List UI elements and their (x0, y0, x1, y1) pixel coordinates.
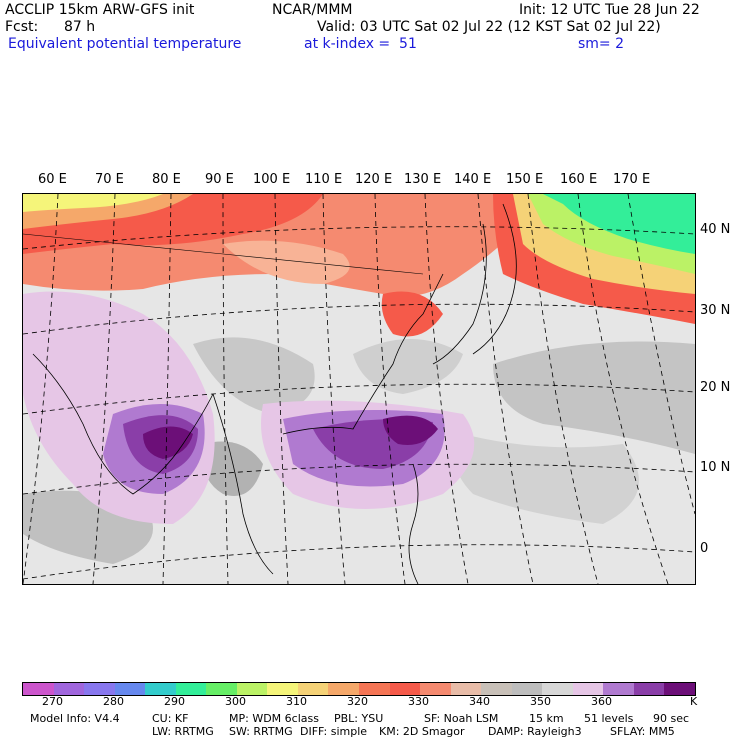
colorbar-swatch (23, 683, 54, 695)
lat-label: 10 N (700, 460, 731, 475)
colorbar-swatch (664, 683, 696, 695)
colorbar-swatch (328, 683, 360, 695)
colorbar-swatch (53, 683, 85, 695)
footer-item: DIFF: simple (300, 725, 368, 738)
lon-label: 90 E (205, 172, 234, 187)
footer-item: 51 levels (584, 712, 634, 725)
colorbar-swatch (267, 683, 298, 695)
coastline (282, 273, 444, 435)
footer-item: 15 km (529, 712, 564, 725)
footer-item: SW: RRTMG (229, 725, 293, 738)
lon-label: 160 E (560, 172, 598, 187)
colorbar-label: 300 (225, 695, 246, 708)
lon-label: 140 E (454, 172, 492, 187)
grey-region (455, 434, 639, 524)
warm-band (381, 291, 443, 337)
model-title: ACCLIP 15km ARW-GFS init (5, 2, 195, 18)
colorbar-swatch (84, 683, 115, 695)
footer-item: 90 sec (653, 712, 690, 725)
colorbar-label: 320 (347, 695, 368, 708)
lon-label: 130 E (404, 172, 442, 187)
footer-item: Model Info: V4.4 (30, 712, 120, 725)
grey-region (202, 441, 263, 496)
colorbar-swatch (511, 683, 543, 695)
colorbar-swatch (633, 683, 665, 695)
lon-label: 60 E (38, 172, 67, 187)
map-plot (22, 193, 696, 585)
footer-item: LW: RRTMG (152, 725, 214, 738)
lat-label: 40 N (700, 222, 731, 237)
footer-item: KM: 2D Smagor (379, 725, 465, 738)
lon-label: 110 E (305, 172, 343, 187)
colorbar-swatch (114, 683, 146, 695)
coastline (472, 203, 517, 355)
lat-label: 0 (700, 541, 709, 556)
level-info: at k-index = 51 (304, 36, 417, 52)
colorbar-unit: K (690, 695, 698, 708)
field-name: Equivalent potential temperature (8, 36, 242, 52)
forecast-hours: 87 h (64, 19, 96, 35)
colorbar (22, 682, 696, 696)
purple-region (143, 426, 193, 459)
colorbar-label: 360 (591, 695, 612, 708)
colorbar-swatch (389, 683, 421, 695)
colorbar-swatch (603, 683, 634, 695)
forecast-label: Fcst: (5, 19, 39, 35)
colorbar-swatch (175, 683, 207, 695)
colorbar-swatch (481, 683, 512, 695)
grey-region (353, 339, 463, 394)
colorbar-label: 290 (164, 695, 185, 708)
lon-label: 120 E (355, 172, 393, 187)
colorbar-swatch (359, 683, 390, 695)
colorbar-swatch (542, 683, 573, 695)
colorbar-swatch (420, 683, 451, 695)
lat-label: 30 N (700, 303, 731, 318)
colorbar-label: 330 (408, 695, 429, 708)
colorbar-label: 270 (42, 695, 63, 708)
warm-band (223, 240, 350, 284)
colorbar-label: 280 (103, 695, 124, 708)
colorbar-swatch (450, 683, 482, 695)
lon-label: 100 E (253, 172, 291, 187)
coastline (212, 393, 274, 575)
lon-label: 150 E (506, 172, 544, 187)
coastline (23, 233, 424, 275)
coastline (432, 223, 487, 365)
colorbar-swatch (145, 683, 176, 695)
graticule (23, 194, 695, 584)
init-time: Init: 12 UTC Tue 28 Jun 22 (519, 2, 700, 18)
coastline (32, 353, 214, 495)
valid-time: Valid: 03 UTC Sat 02 Jul 22 (12 KST Sat … (317, 19, 661, 35)
coastline (408, 463, 419, 584)
colorbar-swatch (572, 683, 604, 695)
footer-item: CU: KF (152, 712, 189, 725)
lon-label: 80 E (152, 172, 181, 187)
footer-item: SFLAY: MM5 (610, 725, 675, 738)
northeast-band (543, 194, 695, 254)
footer-item: DAMP: Rayleigh3 (488, 725, 582, 738)
colorbar-swatch (206, 683, 237, 695)
grey-region (493, 341, 695, 454)
lat-label: 20 N (700, 380, 731, 395)
colorbar-label: 340 (469, 695, 490, 708)
colorbar-swatch (297, 683, 329, 695)
center-name: NCAR/MMM (272, 2, 353, 18)
grey-region (193, 337, 315, 414)
colorbar-label: 310 (286, 695, 307, 708)
purple-region (383, 415, 438, 445)
footer-item: PBL: YSU (334, 712, 384, 725)
lon-label: 70 E (95, 172, 124, 187)
footer-item: MP: WDM 6class (229, 712, 319, 725)
smoothing-info: sm= 2 (578, 36, 625, 52)
colorbar-swatch (236, 683, 268, 695)
lon-label: 170 E (613, 172, 651, 187)
footer-item: SF: Noah LSM (424, 712, 499, 725)
colorbar-label: 350 (530, 695, 551, 708)
